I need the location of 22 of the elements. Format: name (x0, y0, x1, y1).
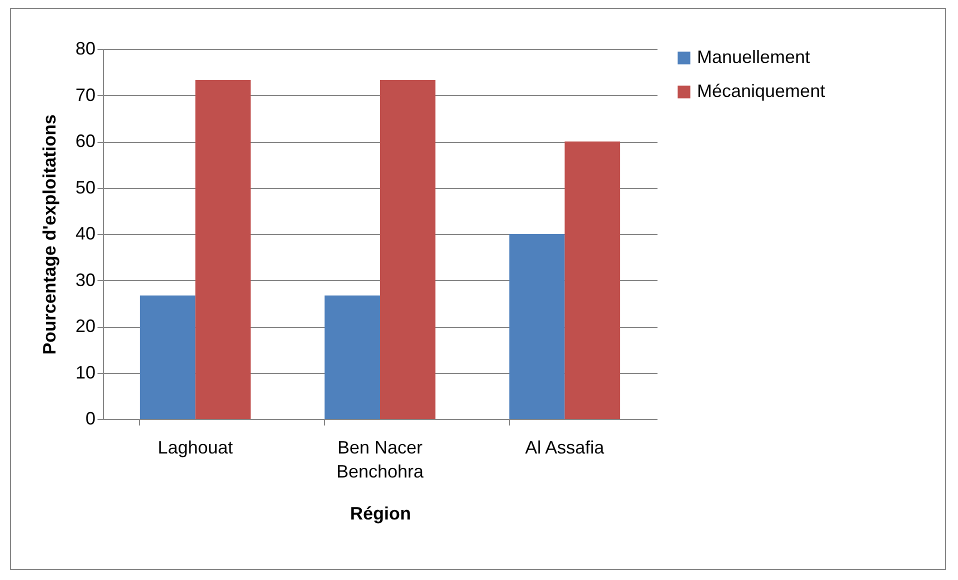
y-tick-label: 60 (75, 131, 96, 151)
y-tick-label: 30 (75, 270, 96, 290)
x-tick-label: Laghouat (158, 438, 233, 458)
bar (564, 142, 620, 419)
y-tick-label: 0 (85, 408, 96, 428)
y-tick-label: 50 (75, 177, 96, 198)
y-tick-label: 10 (75, 362, 96, 382)
x-tick-label: Ben Nacer Benchohra (336, 438, 425, 482)
bar (509, 234, 565, 419)
bar (195, 80, 251, 419)
legend-label: Mécaniquement (697, 81, 826, 101)
bar (140, 296, 196, 419)
y-tick-label: 80 (75, 38, 96, 58)
bar (324, 296, 380, 419)
y-tick-label: 40 (75, 224, 96, 244)
x-tick-label: Al Assafia (525, 438, 606, 458)
x-axis-title: Région (350, 504, 411, 524)
y-axis-title: Pourcentage d'exploitations (39, 114, 60, 355)
bar (380, 80, 436, 419)
y-tick-label: 70 (75, 84, 96, 105)
y-tick-label: 20 (75, 316, 96, 336)
legend-label: Manuellement (697, 47, 810, 67)
